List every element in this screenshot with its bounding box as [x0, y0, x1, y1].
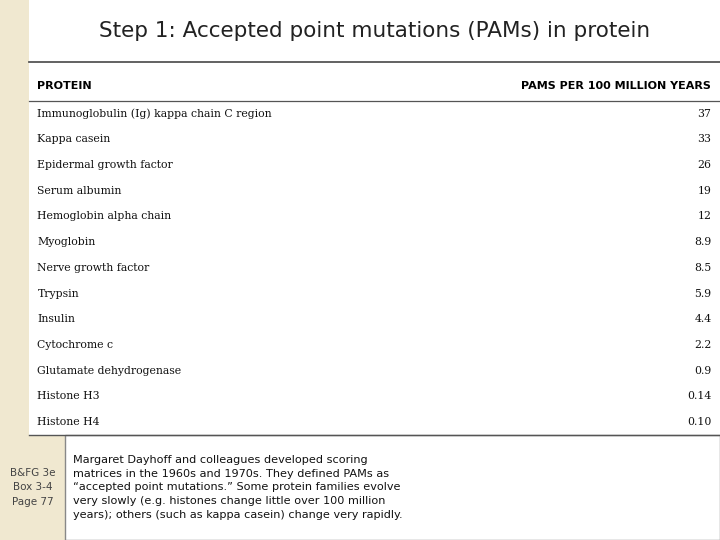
Text: 26: 26: [698, 160, 711, 170]
FancyBboxPatch shape: [29, 0, 720, 62]
Text: 33: 33: [698, 134, 711, 145]
Text: 0.10: 0.10: [687, 417, 711, 427]
Text: 8.5: 8.5: [694, 263, 711, 273]
Text: Kappa casein: Kappa casein: [37, 134, 111, 145]
Text: 0.9: 0.9: [694, 366, 711, 375]
Text: Immunoglobulin (Ig) kappa chain C region: Immunoglobulin (Ig) kappa chain C region: [37, 109, 272, 119]
Text: PROTEIN: PROTEIN: [37, 81, 92, 91]
Text: 37: 37: [698, 109, 711, 119]
Text: PAMS PER 100 MILLION YEARS: PAMS PER 100 MILLION YEARS: [521, 81, 711, 91]
FancyBboxPatch shape: [29, 62, 720, 435]
Text: 8.9: 8.9: [694, 237, 711, 247]
Text: B&FG 3e
Box 3-4
Page 77: B&FG 3e Box 3-4 Page 77: [9, 468, 55, 507]
Text: 4.4: 4.4: [694, 314, 711, 324]
Text: Cytochrome c: Cytochrome c: [37, 340, 114, 350]
Text: Histone H4: Histone H4: [37, 417, 100, 427]
Text: Serum albumin: Serum albumin: [37, 186, 122, 196]
Text: Margaret Dayhoff and colleagues developed scoring
matrices in the 1960s and 1970: Margaret Dayhoff and colleagues develope…: [73, 455, 403, 519]
Text: 12: 12: [698, 212, 711, 221]
Text: 19: 19: [698, 186, 711, 196]
Text: Glutamate dehydrogenase: Glutamate dehydrogenase: [37, 366, 181, 375]
FancyBboxPatch shape: [0, 435, 65, 540]
Text: Insulin: Insulin: [37, 314, 76, 324]
Text: 0.14: 0.14: [687, 391, 711, 401]
FancyBboxPatch shape: [65, 435, 720, 540]
Text: Myoglobin: Myoglobin: [37, 237, 96, 247]
Text: 2.2: 2.2: [694, 340, 711, 350]
Text: Trypsin: Trypsin: [37, 288, 79, 299]
Text: Nerve growth factor: Nerve growth factor: [37, 263, 150, 273]
Text: 5.9: 5.9: [694, 288, 711, 299]
Text: Epidermal growth factor: Epidermal growth factor: [37, 160, 174, 170]
Text: Step 1: Accepted point mutations (PAMs) in protein: Step 1: Accepted point mutations (PAMs) …: [99, 21, 650, 41]
Text: Hemoglobin alpha chain: Hemoglobin alpha chain: [37, 212, 171, 221]
Text: Histone H3: Histone H3: [37, 391, 100, 401]
